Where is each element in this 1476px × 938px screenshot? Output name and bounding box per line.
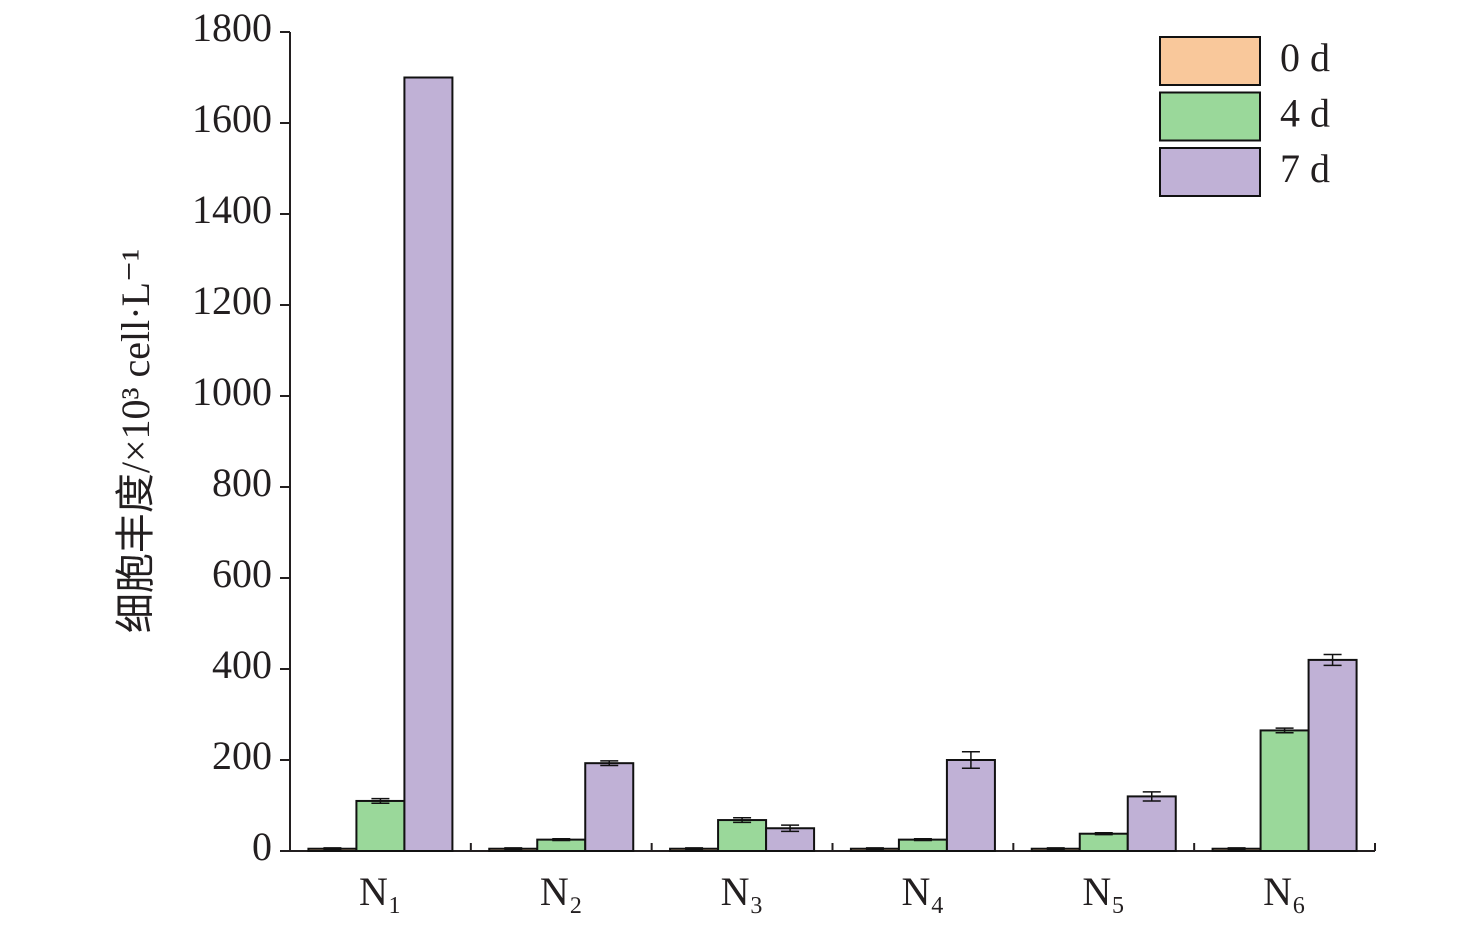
bar [403, 76, 454, 852]
error-bar [913, 837, 932, 842]
legend-label: 0 d [1280, 35, 1330, 80]
x-tick-label: N₄ [901, 869, 944, 914]
error-bar [323, 847, 342, 851]
bar [1078, 832, 1129, 853]
y-tick-label: 1000 [192, 369, 272, 414]
bar [584, 762, 635, 852]
error-bar [1227, 847, 1246, 851]
error-bar [1275, 727, 1294, 734]
bar [897, 838, 948, 852]
x-tick-label: N₆ [1263, 869, 1306, 914]
x-tick-label: N₅ [1082, 869, 1125, 914]
y-tick-label: 600 [212, 551, 272, 596]
y-tick-label: 1800 [192, 5, 272, 50]
error-bar [1046, 847, 1065, 851]
bar [945, 759, 996, 852]
y-tick-label: 1400 [192, 187, 272, 232]
y-tick-label: 400 [212, 642, 272, 687]
y-tick-label: 1600 [192, 96, 272, 141]
legend-swatch [1159, 147, 1261, 197]
error-bar [600, 760, 619, 767]
error-bar [1094, 832, 1113, 836]
bar [536, 838, 587, 852]
error-bar [685, 847, 704, 851]
bar [1307, 658, 1358, 853]
error-bar [1142, 791, 1161, 802]
error-bar [733, 817, 752, 824]
legend-swatch [1159, 91, 1261, 142]
legend-label: 7 d [1280, 146, 1330, 191]
y-tick-label: 200 [212, 733, 272, 778]
legend-swatch [1159, 36, 1261, 86]
error-bar [504, 847, 523, 851]
bar [1259, 729, 1310, 852]
legend-label: 4 d [1280, 91, 1330, 136]
bar [717, 819, 768, 852]
error-bar [1323, 653, 1342, 667]
error-bar [371, 797, 390, 804]
y-tick-label: 800 [212, 460, 272, 505]
error-bar [552, 837, 571, 842]
x-tick-label: N₂ [540, 869, 583, 914]
x-tick-label: N₃ [721, 869, 764, 914]
error-bar [781, 824, 800, 833]
error-bar [961, 751, 980, 769]
x-tick-label: N₁ [359, 869, 402, 914]
y-tick-label: 0 [252, 824, 272, 869]
bar [1126, 795, 1177, 853]
bar [355, 799, 406, 853]
y-axis-label: 细胞丰度/×10³ cell·L⁻¹ [113, 249, 158, 633]
error-bar [865, 847, 884, 851]
y-tick-label: 1200 [192, 278, 272, 323]
